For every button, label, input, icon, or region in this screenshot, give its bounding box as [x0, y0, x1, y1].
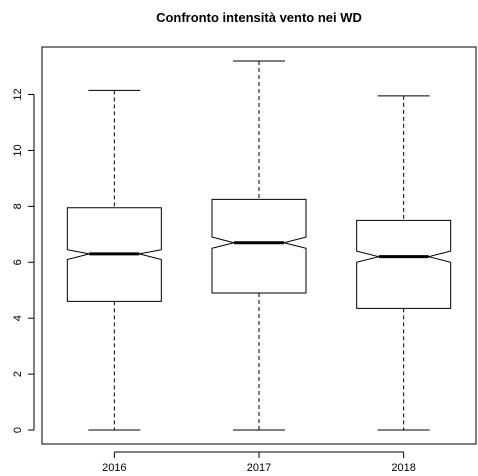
x-tick-label: 2018	[391, 462, 415, 474]
y-tick-label: 4	[12, 315, 24, 321]
y-tick-label: 2	[12, 371, 24, 377]
x-axis: 2016 2017 2018	[102, 451, 416, 474]
box-2018	[356, 95, 452, 431]
y-tick-label: 8	[12, 203, 24, 209]
y-axis: 0 2 4 6 8 10 12	[12, 88, 35, 433]
box-2017	[211, 60, 307, 431]
box-body	[211, 198, 307, 294]
y-tick-label: 12	[12, 88, 24, 100]
box-body	[356, 219, 452, 309]
y-tick-label: 10	[12, 144, 24, 156]
plot-frame	[41, 46, 477, 445]
box-2016	[66, 89, 162, 431]
y-tick-label: 6	[12, 259, 24, 265]
y-tick-label: 0	[12, 427, 24, 433]
boxes-group	[66, 60, 452, 431]
chart-title: Confronto intensità vento nei WD	[156, 10, 362, 25]
x-tick-label: 2017	[247, 462, 271, 474]
x-tick-label: 2016	[102, 462, 126, 474]
